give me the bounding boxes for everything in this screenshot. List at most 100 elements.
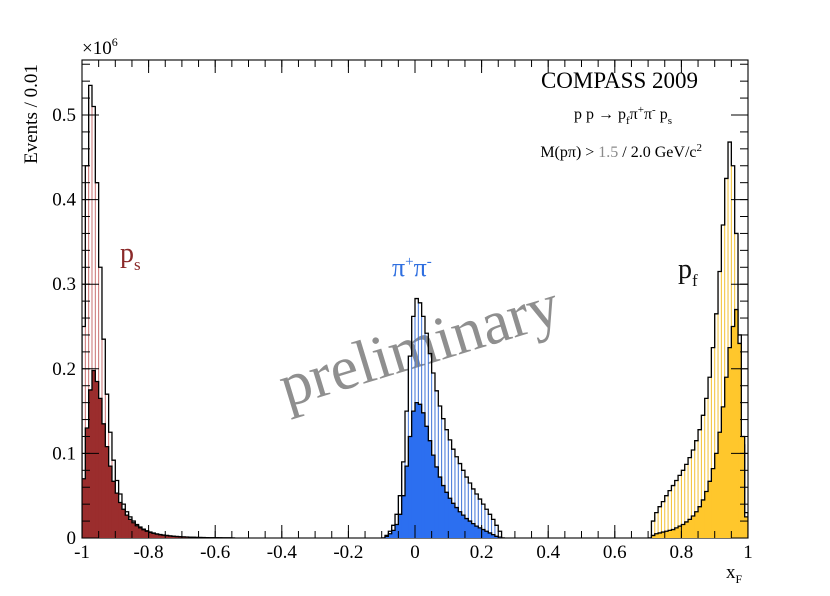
label-pf: pf <box>678 254 698 290</box>
series-pi-pi-m-2-0 <box>381 401 505 538</box>
x-tick-label: 1 <box>743 542 753 563</box>
bar <box>484 531 489 538</box>
bar <box>428 440 433 538</box>
bar <box>714 453 719 538</box>
x-tick-label: -0.8 <box>134 542 164 563</box>
bar <box>441 485 446 538</box>
x-tick-label: -1 <box>74 542 90 563</box>
x-tick-label: -0.4 <box>267 542 298 563</box>
histogram-outline <box>82 369 236 538</box>
bar <box>701 499 706 538</box>
bar <box>395 524 399 538</box>
histogram-outline <box>381 297 505 538</box>
mass-cut-label: M(pπ) > 1.5 / 2.0 GeV/c2 <box>540 142 702 161</box>
histogram-outline <box>381 401 505 538</box>
bar <box>474 526 479 538</box>
bar <box>444 492 449 538</box>
y-tick-label: 0.4 <box>52 190 76 211</box>
bar <box>691 516 696 538</box>
bar <box>391 530 396 538</box>
bar <box>161 535 166 538</box>
bar <box>398 514 403 538</box>
y-tick-label: 0.2 <box>52 359 76 380</box>
bar <box>671 529 676 538</box>
y-tick-label: 0.1 <box>52 443 76 464</box>
bar <box>95 381 100 538</box>
bar <box>651 535 656 538</box>
bar <box>674 527 679 538</box>
x-tick-label: 0.8 <box>670 542 694 563</box>
bar <box>688 519 692 538</box>
bar <box>664 531 669 538</box>
x-axis-label: xF <box>726 562 743 586</box>
bar <box>415 402 419 538</box>
bar <box>111 481 116 538</box>
bar <box>175 536 179 538</box>
bar <box>694 511 699 538</box>
bar <box>85 428 90 538</box>
series-layer <box>82 84 748 538</box>
bar <box>468 521 473 538</box>
bar <box>678 526 682 538</box>
bar <box>101 423 106 538</box>
x-tick-label: 0.2 <box>470 542 494 563</box>
bar <box>105 446 110 538</box>
x-tick-label: -0.6 <box>200 542 230 563</box>
bar <box>138 527 143 538</box>
x-tick-label: 0.6 <box>603 542 627 563</box>
bar <box>424 426 429 538</box>
bar <box>98 398 103 538</box>
bar <box>728 347 732 538</box>
bar <box>135 525 140 538</box>
bar <box>171 536 176 538</box>
bar <box>421 412 426 538</box>
bar <box>704 491 709 538</box>
bar <box>668 530 672 538</box>
bar <box>721 406 726 538</box>
bar <box>718 432 722 538</box>
x-tick-label: 0 <box>410 542 420 563</box>
bar <box>148 532 153 538</box>
bar <box>724 377 729 538</box>
bar <box>448 498 453 538</box>
bar <box>408 436 413 538</box>
bar <box>744 516 748 538</box>
bar <box>738 343 742 538</box>
bar <box>684 521 689 538</box>
bar <box>458 511 463 538</box>
bar <box>488 532 492 538</box>
bar <box>494 536 499 538</box>
bar <box>155 534 159 538</box>
bar <box>115 493 120 538</box>
bar <box>145 531 149 538</box>
bar <box>388 533 393 538</box>
series-p-s-m-2-0 <box>82 369 236 538</box>
histogram-outline <box>648 141 748 538</box>
bar <box>734 309 739 538</box>
y-tick-label: 0 <box>67 528 77 549</box>
bar <box>125 515 130 538</box>
bar <box>118 502 123 538</box>
bar <box>708 481 712 538</box>
watermark-text: preliminary <box>271 271 567 421</box>
bar <box>405 466 409 538</box>
bar <box>454 507 459 538</box>
y-multiplier: ×106 <box>82 35 118 59</box>
bar <box>698 506 702 538</box>
bar <box>401 495 406 538</box>
bar <box>411 411 416 538</box>
bar <box>471 523 476 538</box>
x-tick-label: 0.4 <box>536 542 560 563</box>
chart-title: COMPASS 2009 <box>541 68 698 93</box>
y-axis-label: Events / 0.01 <box>21 64 42 164</box>
y-tick-label: 0.3 <box>52 274 76 295</box>
bar <box>385 536 389 538</box>
bar <box>88 389 93 538</box>
bar <box>108 466 113 538</box>
bar <box>711 468 716 538</box>
bar <box>434 466 439 538</box>
bar <box>131 522 136 538</box>
y-tick-label: 0.5 <box>52 105 76 126</box>
x-tick-label: -0.2 <box>333 542 363 563</box>
bar <box>128 519 133 538</box>
